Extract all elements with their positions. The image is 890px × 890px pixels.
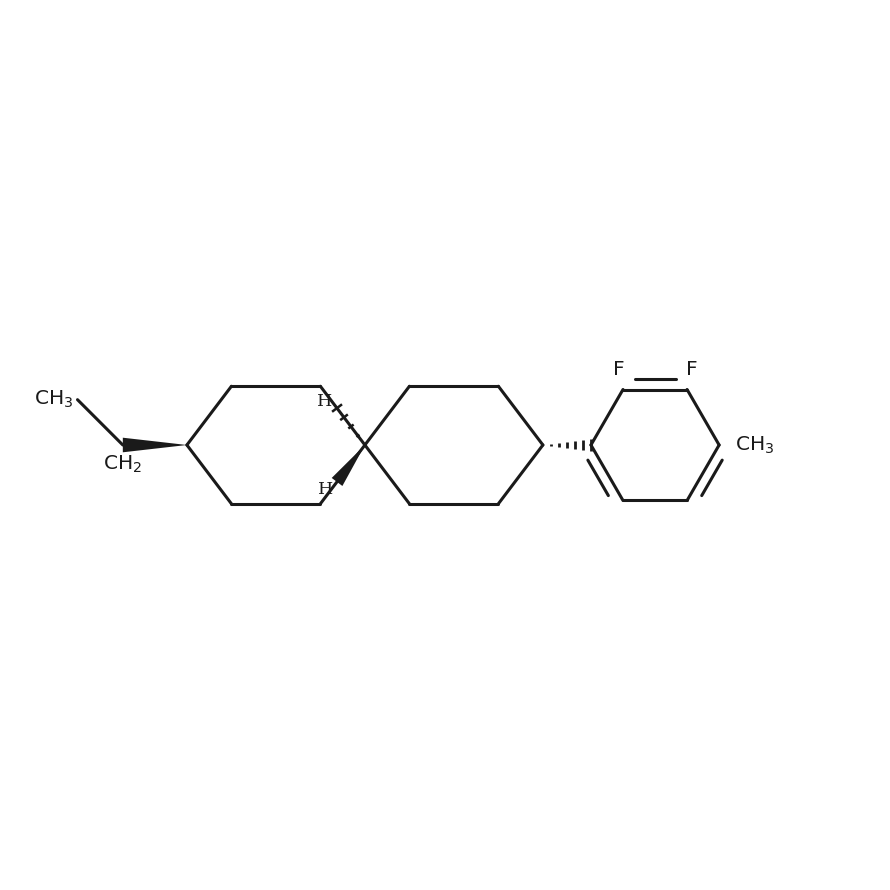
Text: F: F <box>685 360 698 378</box>
Polygon shape <box>332 445 365 486</box>
Text: CH$_2$: CH$_2$ <box>103 454 142 475</box>
Text: H: H <box>317 393 332 410</box>
Polygon shape <box>123 438 187 452</box>
Text: CH$_3$: CH$_3$ <box>34 389 73 410</box>
Text: H: H <box>318 481 333 498</box>
Text: CH$_3$: CH$_3$ <box>735 434 774 456</box>
Text: F: F <box>612 360 625 378</box>
